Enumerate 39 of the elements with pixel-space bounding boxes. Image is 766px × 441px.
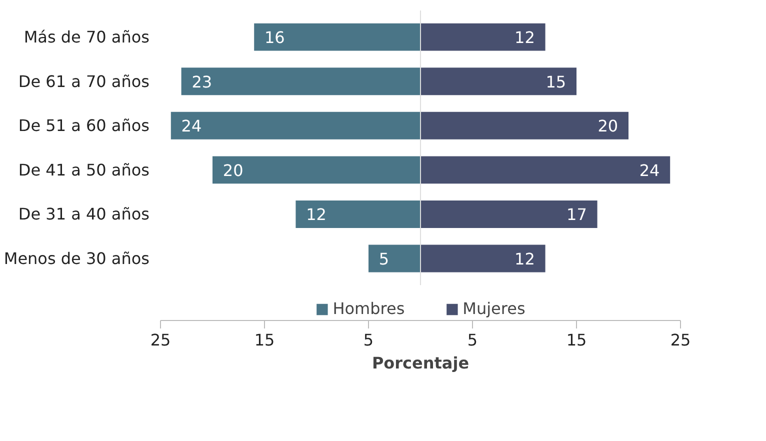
data-label: 15 (546, 72, 566, 92)
bar (420, 156, 670, 184)
bar (368, 244, 420, 272)
data-label: 23 (192, 72, 212, 92)
bar (420, 200, 598, 228)
bar (420, 244, 546, 272)
y-tick-label: De 61 a 70 años (18, 72, 150, 91)
bar (420, 112, 628, 140)
bar (420, 23, 546, 51)
data-label: 20 (222, 160, 244, 180)
legend-label: Mujeres (462, 299, 526, 318)
data-label: 16 (264, 28, 285, 48)
data-label: 24 (639, 160, 660, 180)
data-label: 24 (181, 116, 202, 136)
x-tick-label: 15 (566, 330, 587, 350)
y-tick-label: De 31 a 40 años (18, 204, 150, 224)
bar (420, 68, 576, 96)
bar (212, 156, 420, 184)
data-label: 12 (306, 205, 326, 224)
x-axis-title: Porcentaje (372, 354, 470, 372)
x-tick-label: 25 (670, 330, 691, 350)
x-tick-label: 5 (363, 330, 374, 350)
legend-label: Hombres (332, 299, 405, 318)
data-label: 20 (598, 116, 618, 136)
y-tick-label: De 41 a 50 años (18, 160, 150, 180)
bar (296, 200, 420, 228)
y-tick-label: Más de 70 años (24, 28, 150, 47)
x-tick-label: 25 (150, 330, 171, 350)
x-tick-label: 5 (467, 330, 478, 350)
data-label: 12 (514, 250, 535, 268)
bar (254, 23, 420, 51)
data-label: 17 (566, 205, 587, 224)
y-tick-label: De 51 a 60 años (18, 116, 150, 136)
x-tick-label: 15 (254, 330, 275, 350)
bar (170, 112, 420, 140)
y-tick-label: Menos de 30 años (4, 249, 150, 268)
data-label: 5 (378, 250, 390, 268)
data-label: 12 (514, 28, 535, 48)
bar (181, 68, 420, 96)
